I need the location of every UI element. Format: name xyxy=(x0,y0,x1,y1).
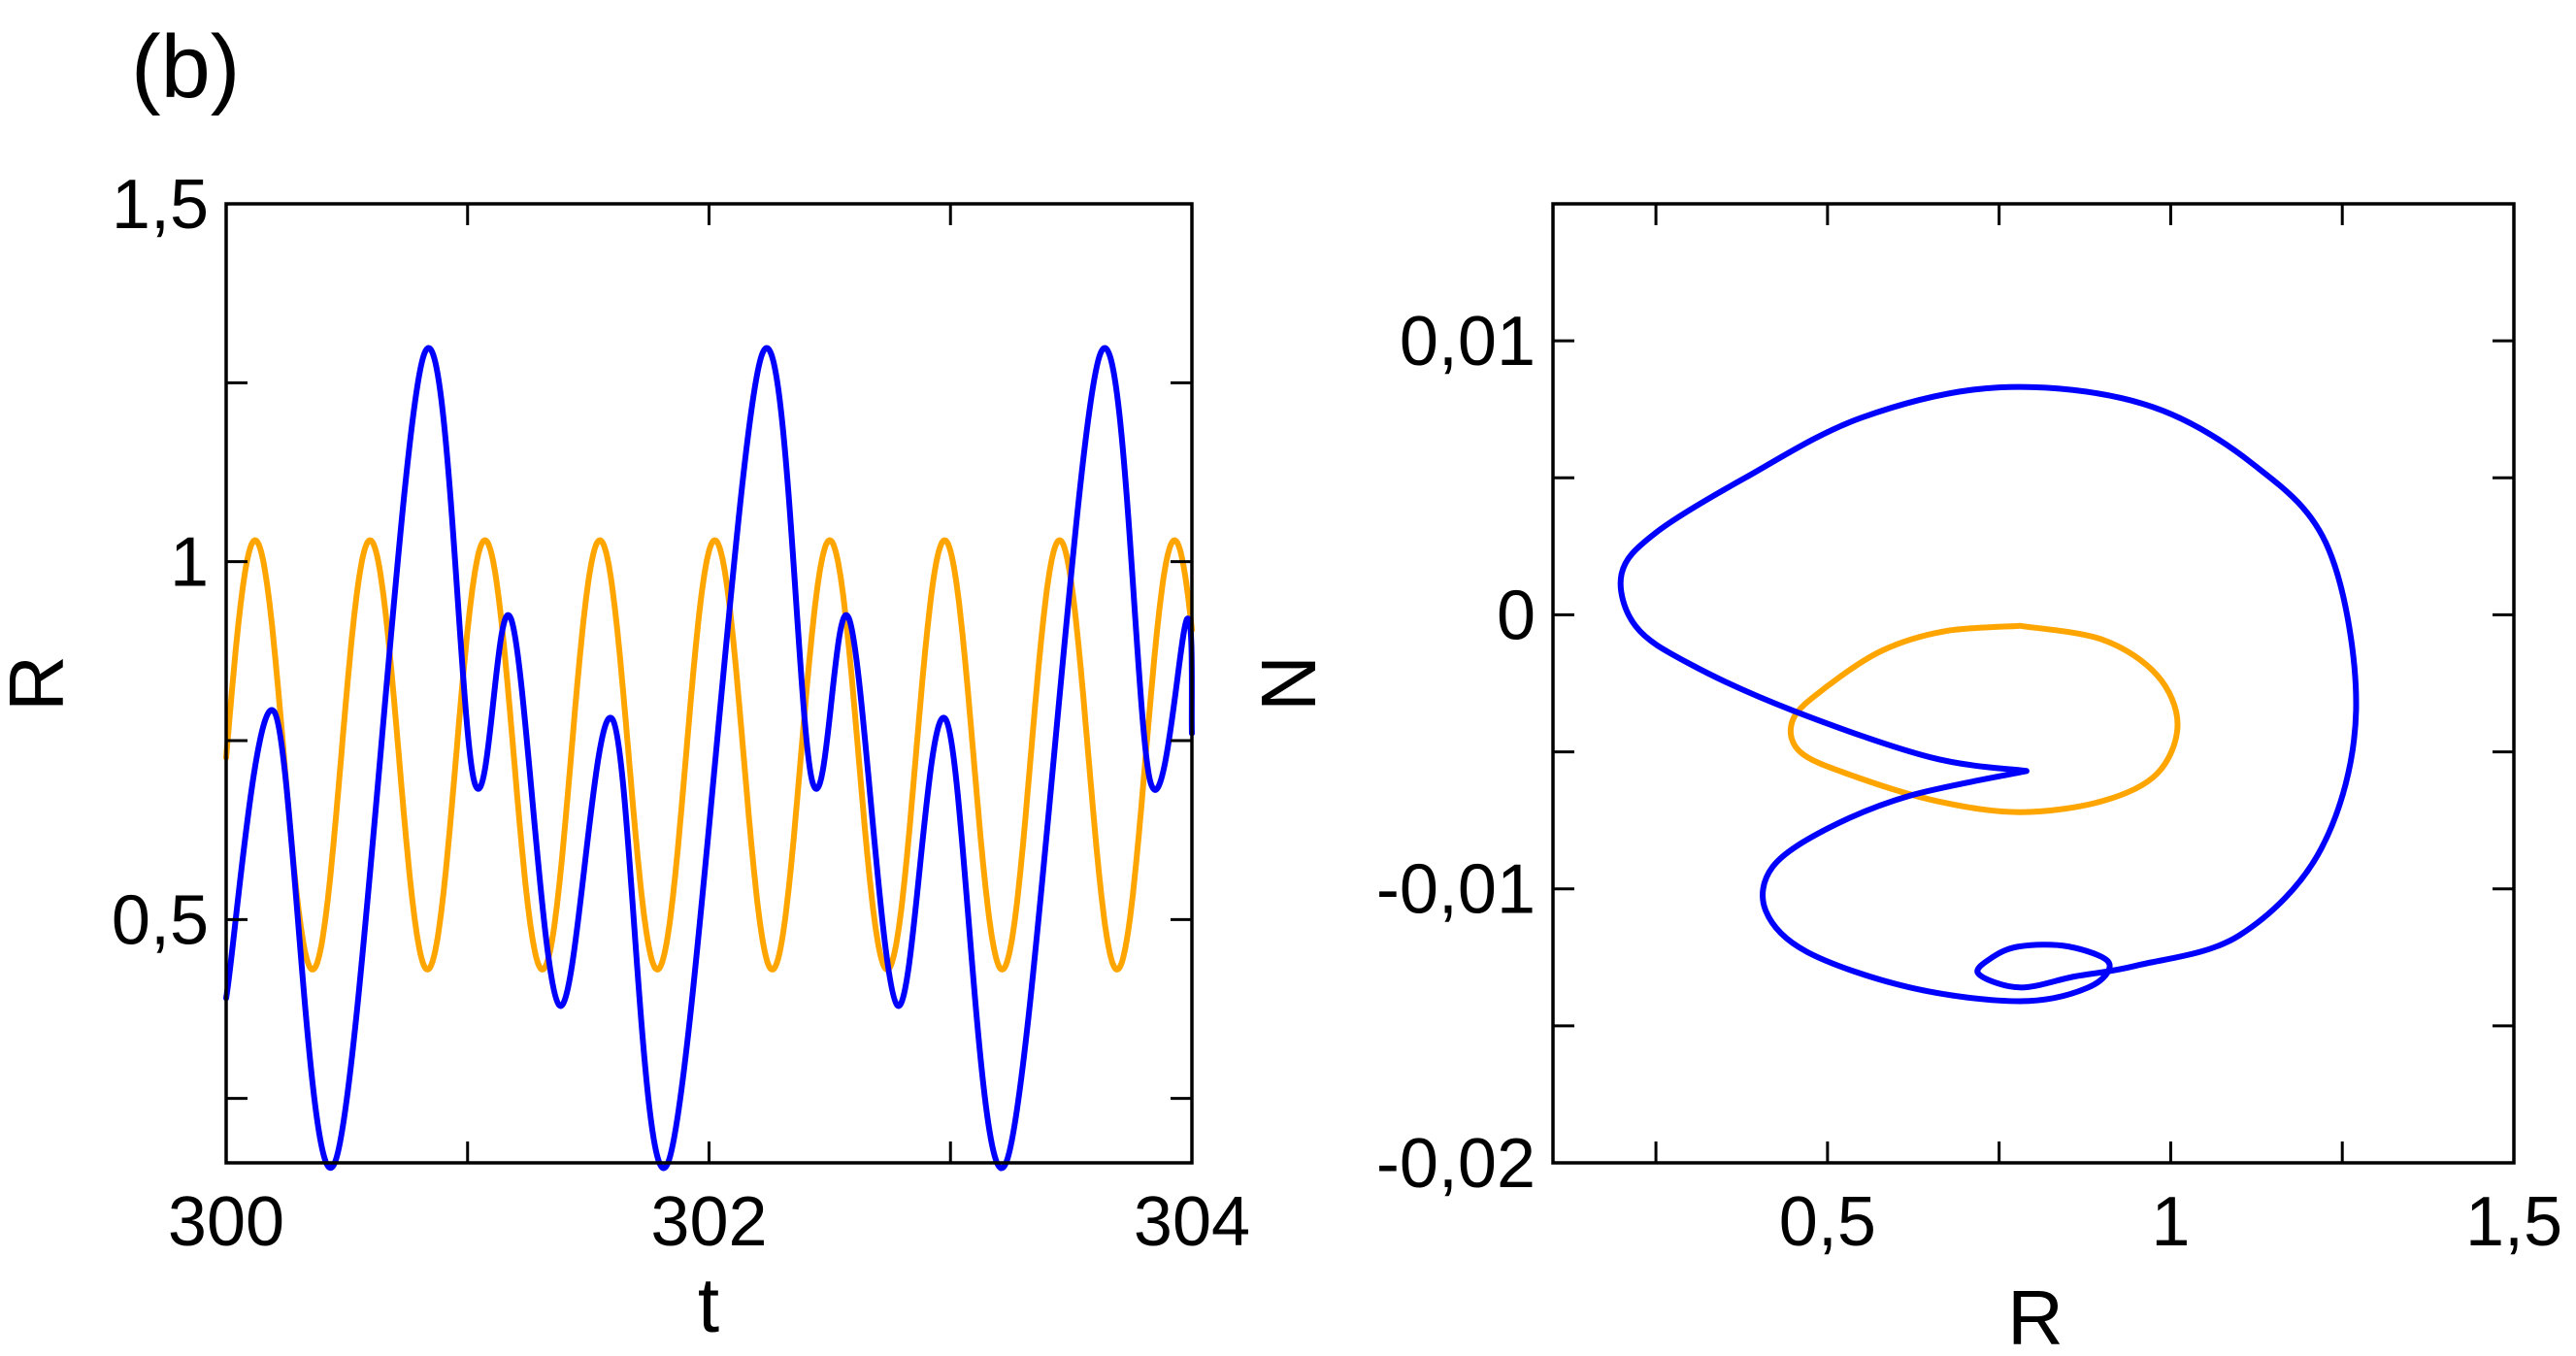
right-y-tick-label: 0,01 xyxy=(1400,303,1536,380)
right-series-0 xyxy=(1787,622,2181,815)
left-series-1 xyxy=(223,345,1195,1171)
left-x-tick-label: 300 xyxy=(168,1183,284,1261)
right-x-axis-label: R xyxy=(2007,1274,2064,1351)
left-x-tick-label: 302 xyxy=(650,1183,767,1261)
left-tick-labels-group: 300 302 304 0,5 1 1,5 xyxy=(112,166,1250,1261)
left-y-tick-label: 1,5 xyxy=(112,166,209,244)
right-x-tick-label: 0,5 xyxy=(1779,1183,1876,1261)
right-series-group xyxy=(1617,383,2360,1005)
left-ticks-group xyxy=(224,202,1194,1163)
right-y-tick-label: 0 xyxy=(1497,577,1536,654)
right-x-tick-label: 1,5 xyxy=(2465,1183,2562,1261)
right-y-axis-label: N xyxy=(1245,655,1332,711)
left-panel: 300 302 304 0,5 1 1,5 t R xyxy=(0,166,1250,1348)
panel-label: (b) xyxy=(131,17,240,116)
left-series-0 xyxy=(223,537,1195,973)
left-x-tick-label: 304 xyxy=(1134,1183,1250,1261)
right-panel: 0,5 1 1,5 -0,02 -0,01 0 0,01 R N xyxy=(1245,202,2562,1356)
left-y-tick-label: 0,5 xyxy=(112,881,209,959)
left-series-group xyxy=(223,345,1195,1171)
left-plot-frame xyxy=(224,202,1194,1165)
left-x-axis-label: t xyxy=(698,1262,719,1348)
right-y-tick-label: -0,01 xyxy=(1376,851,1536,929)
right-plot-frame xyxy=(1551,202,2516,1165)
right-ticks-group xyxy=(1553,204,2516,1165)
right-tick-labels-group: 0,5 1 1,5 -0,02 -0,01 0 0,01 xyxy=(1376,303,2562,1261)
left-y-axis-label: R xyxy=(0,655,80,711)
right-x-tick-label: 1 xyxy=(2151,1183,2190,1261)
right-series-1 xyxy=(1617,383,2360,1005)
left-y-tick-label: 1 xyxy=(170,524,209,602)
right-y-tick-label: -0,02 xyxy=(1376,1125,1536,1203)
